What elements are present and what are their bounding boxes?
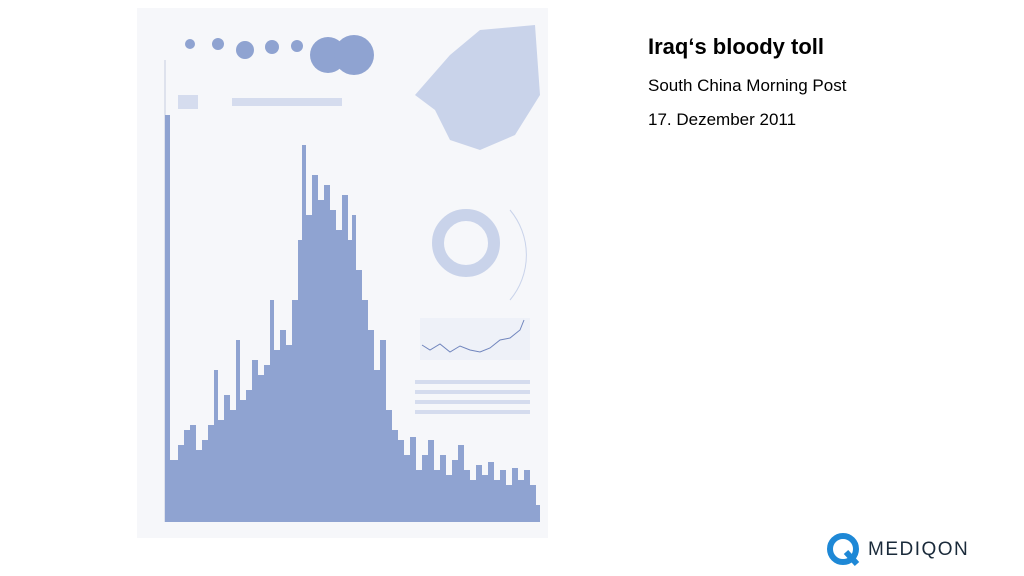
logo-icon <box>827 533 860 567</box>
image-line-chart <box>420 318 530 360</box>
image-donut <box>432 209 500 277</box>
logo-text: MEDIQON <box>868 539 970 560</box>
image-circles <box>185 35 374 75</box>
slide-title: Iraq‘s bloody toll <box>648 34 825 59</box>
slide-date: 17. Dezember 2011 <box>648 110 797 129</box>
image-text-blocks <box>178 95 530 414</box>
image-histogram <box>165 115 540 522</box>
slide-source: South China Morning Post <box>648 76 847 95</box>
image-line <box>421 319 525 353</box>
image-arc <box>509 209 527 301</box>
image-map <box>415 25 540 150</box>
